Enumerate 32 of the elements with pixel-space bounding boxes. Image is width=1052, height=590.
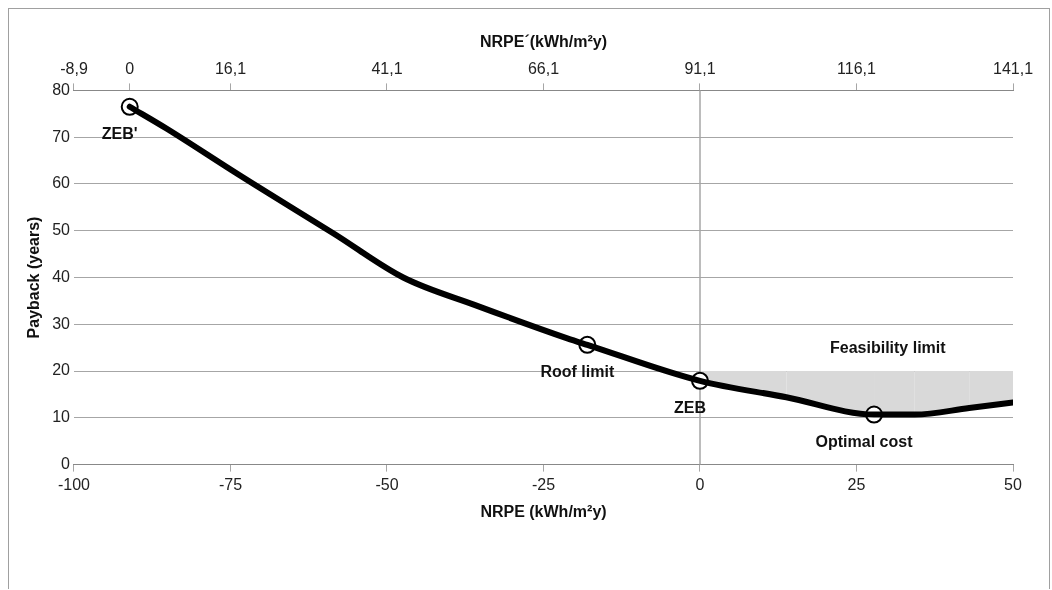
x2-tick-label: 0	[125, 60, 135, 78]
x2-tick-label: 91,1	[684, 60, 716, 78]
y-tick-label: 30	[52, 314, 71, 332]
x-tick-label: -75	[218, 475, 243, 493]
y-tick-label: 60	[52, 174, 71, 192]
annotation: Roof limit	[540, 363, 615, 381]
y-tick-label: 20	[52, 361, 71, 379]
annotation: Feasibility limit	[830, 339, 947, 357]
x2-tick-label: 116,1	[837, 60, 877, 78]
x2-tick-label: 41,1	[371, 60, 403, 78]
annotation: Optimal cost	[815, 432, 914, 450]
x2-tick-label: 66,1	[527, 60, 560, 78]
y-axis-title: Payback (years)	[25, 216, 43, 339]
x-tick-label: -50	[375, 475, 399, 493]
annotation: ZEB'	[101, 125, 138, 143]
y-tick-label: 0	[61, 455, 71, 473]
x-tick-label: 0	[695, 475, 705, 493]
x2-tick-label: 16,1	[214, 60, 247, 78]
annotation: ZEB	[674, 399, 706, 417]
x-tick-label: 25	[847, 475, 866, 493]
x2-axis-title: NRPE´(kWh/m²y)	[479, 33, 608, 51]
x-tick-label: -25	[531, 475, 556, 493]
y-tick-label: 10	[52, 408, 71, 426]
x2-tick-label: -8,9	[60, 60, 88, 78]
y-tick-label: 70	[52, 127, 71, 145]
y-tick-label: 50	[52, 221, 71, 239]
y-tick-label: 40	[52, 267, 71, 285]
x-axis-title: NRPE (kWh/m²y)	[480, 502, 607, 520]
y-tick-label: 80	[52, 80, 71, 98]
x-tick-label: -100	[57, 475, 91, 493]
x2-tick-label: 141,1	[992, 60, 1034, 78]
x-tick-label: 50	[1004, 475, 1022, 493]
